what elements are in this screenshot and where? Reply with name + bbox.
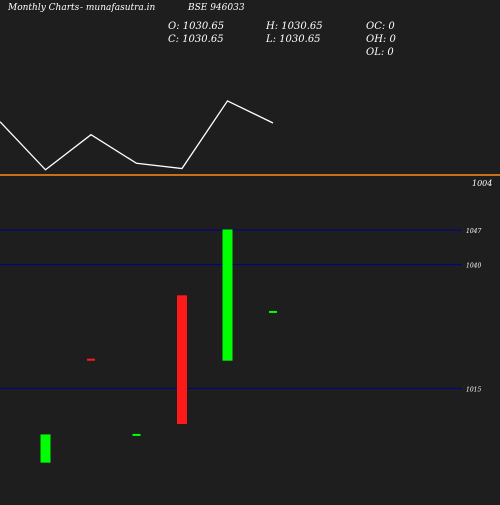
gridlines: 1047 1040 1015 — [0, 228, 481, 393]
candle — [40, 434, 51, 463]
candle — [177, 295, 187, 425]
gridline-label: 1040 — [466, 263, 481, 270]
open-value: O: 1030.65 — [168, 21, 225, 32]
gridline-label: 1047 — [466, 228, 481, 235]
candle — [269, 310, 277, 313]
candlestick-chart — [40, 229, 277, 463]
gridline-label: 1015 — [466, 386, 481, 393]
reference-line-label: 1004 — [472, 179, 492, 188]
ol-value: OL: 0 — [366, 47, 394, 58]
high-value: H: 1030.65 — [266, 21, 323, 32]
candle — [132, 433, 141, 436]
candle — [87, 358, 95, 361]
candle — [222, 229, 233, 361]
close-value: C: 1030.65 — [168, 34, 224, 45]
oh-value: OH: 0 — [366, 34, 396, 45]
symbol-label: BSE 946033 — [188, 3, 245, 13]
low-value: L: 1030.65 — [266, 34, 321, 45]
brand-title: Monthly Charts — [8, 3, 80, 13]
line-chart: 1004 — [0, 100, 500, 188]
price-line — [0, 100, 274, 171]
site-name: - munafasutra.in — [80, 3, 156, 13]
oc-value: OC: 0 — [366, 21, 395, 32]
